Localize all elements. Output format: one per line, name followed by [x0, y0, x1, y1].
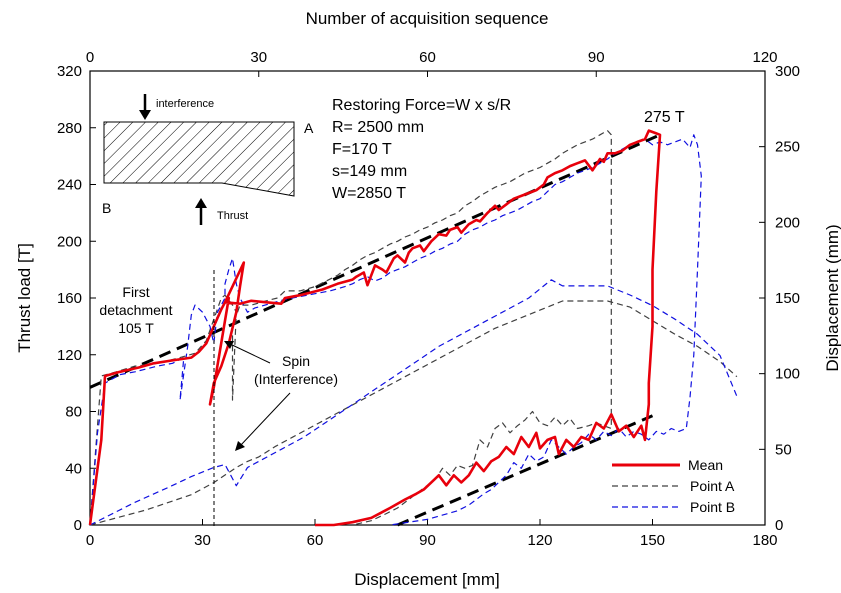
series-layer	[88, 129, 738, 527]
x2-tick-label: 60	[419, 49, 436, 66]
x2-axis-title: Number of acquisition sequence	[306, 9, 549, 28]
y-tick-label: 240	[57, 177, 82, 194]
y2-tick-label: 300	[775, 63, 800, 80]
interference-arrowhead-icon	[139, 110, 151, 120]
first-detachment-annotation: First detachment 105 T	[99, 284, 172, 336]
first-detachment-line-1: First	[122, 284, 149, 300]
x-tick-label: 120	[527, 532, 552, 549]
x-tick-label: 30	[194, 532, 211, 549]
trend-line-1	[89, 133, 661, 389]
inset-label-b: B	[102, 200, 111, 216]
legend-label-point-a: Point A	[690, 478, 735, 494]
spin-line-2: (Interference)	[254, 371, 338, 387]
spin-arrow-lower	[239, 392, 291, 447]
y2-tick-label: 150	[775, 290, 800, 307]
y2-axis-title: Displacement (mm)	[823, 224, 841, 371]
thrust-arrowhead-icon	[195, 198, 207, 208]
y2-tick-label: 100	[775, 366, 800, 383]
series-point-b-right-top	[89, 279, 738, 526]
legend-label-mean: Mean	[688, 457, 723, 473]
x-tick-label: 60	[307, 532, 324, 549]
y2-tick-label: 50	[775, 441, 792, 458]
x2-tick-label: 90	[588, 49, 605, 66]
y2-tick-label: 250	[775, 139, 800, 156]
x-axis-title: Displacement [mm]	[354, 570, 499, 589]
spin-line-1: Spin	[282, 353, 310, 369]
y-tick-label: 120	[57, 347, 82, 364]
y-tick-label: 0	[74, 517, 82, 534]
inset-block	[103, 121, 295, 197]
x-tick-label: 0	[86, 532, 94, 549]
legend: Mean Point A Point B	[604, 455, 754, 519]
inset-schematic: interference Thrust A B	[102, 94, 314, 225]
first-detachment-line-3: 105 T	[118, 320, 154, 336]
formula-text: Restoring Force=W x s/R	[332, 97, 511, 114]
param-s: s=149 mm	[332, 163, 407, 180]
y-tick-label: 160	[57, 290, 82, 307]
y2-tick-label: 0	[775, 517, 783, 534]
series-point-a-left-bottom	[89, 130, 612, 526]
spin-arrow-upper-head-icon	[224, 341, 234, 349]
formula-block: Restoring Force=W x s/R R= 2500 mm F=170…	[332, 97, 511, 202]
y2-tick-label: 200	[775, 214, 800, 231]
y-tick-label: 80	[65, 404, 82, 421]
x-tick-label: 180	[752, 532, 777, 549]
trend-line-2	[396, 414, 654, 527]
x-tick-label: 150	[640, 532, 665, 549]
first-detachment-line-2: detachment	[99, 302, 172, 318]
y-tick-label: 200	[57, 233, 82, 250]
x2-tick-label: 0	[86, 49, 94, 66]
inset-interference-label: interference	[156, 98, 214, 110]
y-tick-label: 40	[65, 460, 82, 477]
x2-tick-label: 120	[752, 49, 777, 66]
legend-label-point-b: Point B	[690, 499, 735, 515]
y-tick-label: 280	[57, 120, 82, 137]
y-tick-label: 320	[57, 63, 82, 80]
spin-arrow-lower-head-icon	[235, 441, 245, 451]
series-point-a-right-top	[89, 300, 738, 526]
spin-annotation: Spin (Interference)	[224, 341, 338, 451]
x2-tick-label: 30	[250, 49, 267, 66]
y-axis-title: Thrust load [T]	[15, 243, 34, 353]
peak-label: 275 T	[644, 109, 685, 126]
series-mean-left-bottom	[88, 129, 662, 527]
inset-thrust-label: Thrust	[217, 210, 248, 222]
param-w: W=2850 T	[332, 185, 406, 202]
series-point-b-left-bottom	[89, 134, 702, 526]
spin-arrow-upper	[227, 342, 271, 364]
param-f: F=170 T	[332, 141, 392, 158]
x-tick-label: 90	[419, 532, 436, 549]
inset-label-a: A	[304, 120, 314, 136]
param-r: R= 2500 mm	[332, 119, 424, 136]
